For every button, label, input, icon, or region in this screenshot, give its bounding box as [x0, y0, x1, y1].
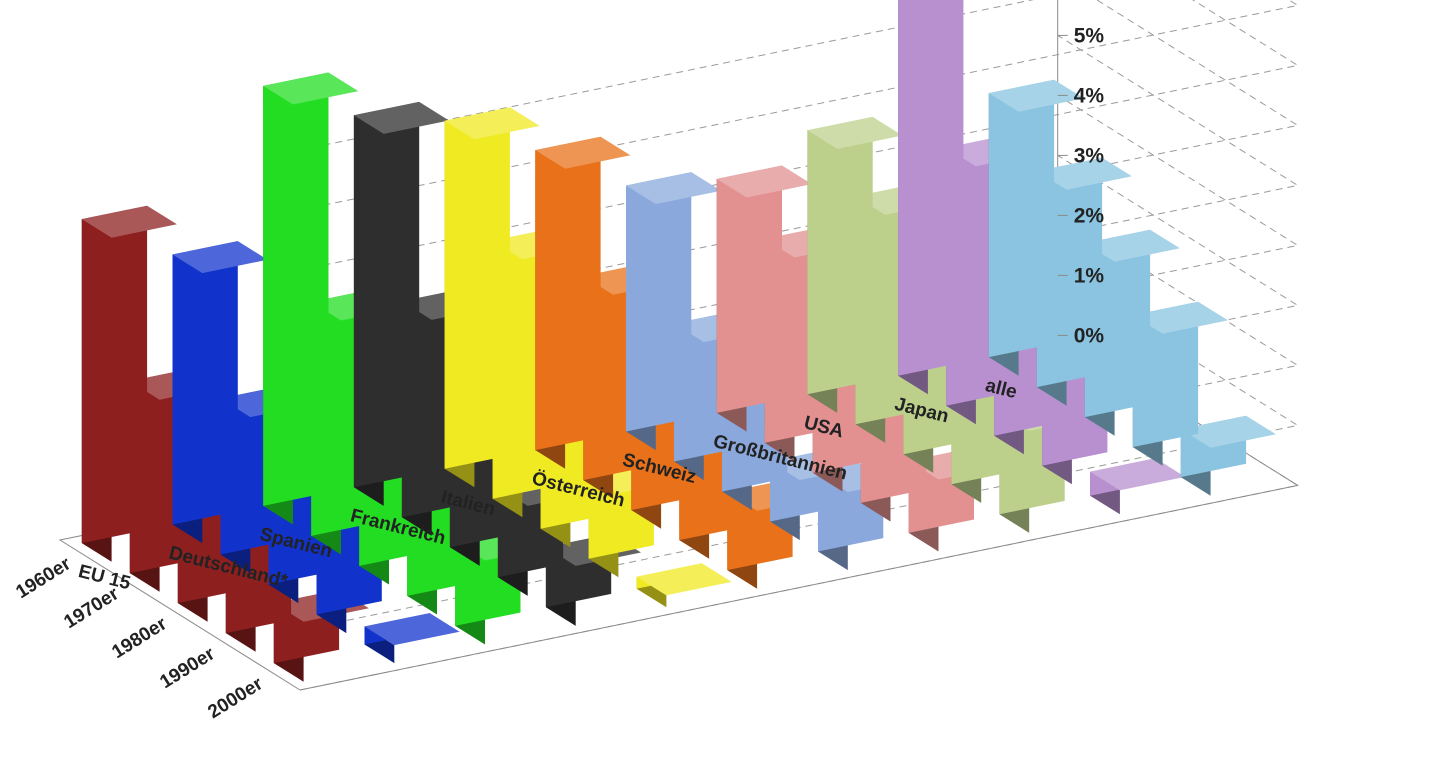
- bar-top: [988, 79, 1084, 112]
- bar-front: [535, 136, 601, 451]
- bar-front: [716, 165, 782, 413]
- bar-top: [263, 72, 359, 105]
- y-tick-label: 1%: [1074, 264, 1105, 287]
- bar: [263, 72, 359, 525]
- series-label: 1980er: [108, 613, 171, 663]
- bar-front: [81, 205, 148, 544]
- bar: [353, 101, 449, 506]
- bar-top: [1084, 229, 1180, 262]
- bar-front: [353, 101, 420, 488]
- bars: [81, 0, 1276, 682]
- bar-top: [172, 241, 268, 274]
- series-label: 1960er: [12, 553, 75, 603]
- series-label: 1990er: [156, 643, 219, 693]
- bar-top: [1036, 157, 1132, 190]
- bar-front: [988, 79, 1055, 358]
- bar-front: [626, 172, 692, 432]
- bar: [807, 116, 903, 413]
- y-tick-label: 4%: [1074, 84, 1105, 107]
- bar-top: [1132, 301, 1228, 334]
- y-tick-label: 3%: [1074, 144, 1105, 167]
- bar-top: [364, 613, 460, 646]
- bar: [444, 107, 540, 488]
- bar-front: [898, 0, 964, 376]
- bar: [81, 205, 177, 562]
- bar: [988, 79, 1084, 376]
- bar-top: [807, 116, 903, 149]
- bar: [172, 241, 268, 544]
- bar: [716, 165, 812, 432]
- gridline: [299, 0, 1300, 211]
- y-tick-label: 2%: [1074, 204, 1105, 227]
- series-label: 2000er: [204, 673, 267, 723]
- y-tick-label: 0%: [1074, 324, 1105, 347]
- bar-front: [172, 241, 238, 525]
- series-label: 1970er: [60, 583, 123, 633]
- bar: [1090, 458, 1186, 515]
- bar-front: [807, 116, 873, 395]
- bar: [898, 0, 964, 395]
- bar-top: [353, 101, 449, 134]
- bar: [626, 172, 722, 451]
- bar-top: [716, 165, 812, 198]
- bar: [364, 613, 460, 664]
- y-tick-labels: 0%1%2%3%4%5%6%7%8%9%: [1057, 24, 1105, 347]
- bar: [535, 136, 631, 469]
- bar-top: [636, 563, 732, 596]
- bar-front: [444, 107, 510, 469]
- y-tick-label: 5%: [1074, 24, 1105, 47]
- bar-top: [444, 107, 540, 140]
- bar-top: [81, 205, 177, 238]
- bar: [636, 563, 732, 608]
- bar-top: [1180, 415, 1276, 448]
- bar-front: [263, 72, 329, 506]
- gridline: [299, 274, 1300, 631]
- bar-top: [535, 136, 631, 169]
- bar-top: [626, 172, 722, 205]
- bar-top: [1090, 458, 1186, 491]
- gridline: [299, 0, 1034, 151]
